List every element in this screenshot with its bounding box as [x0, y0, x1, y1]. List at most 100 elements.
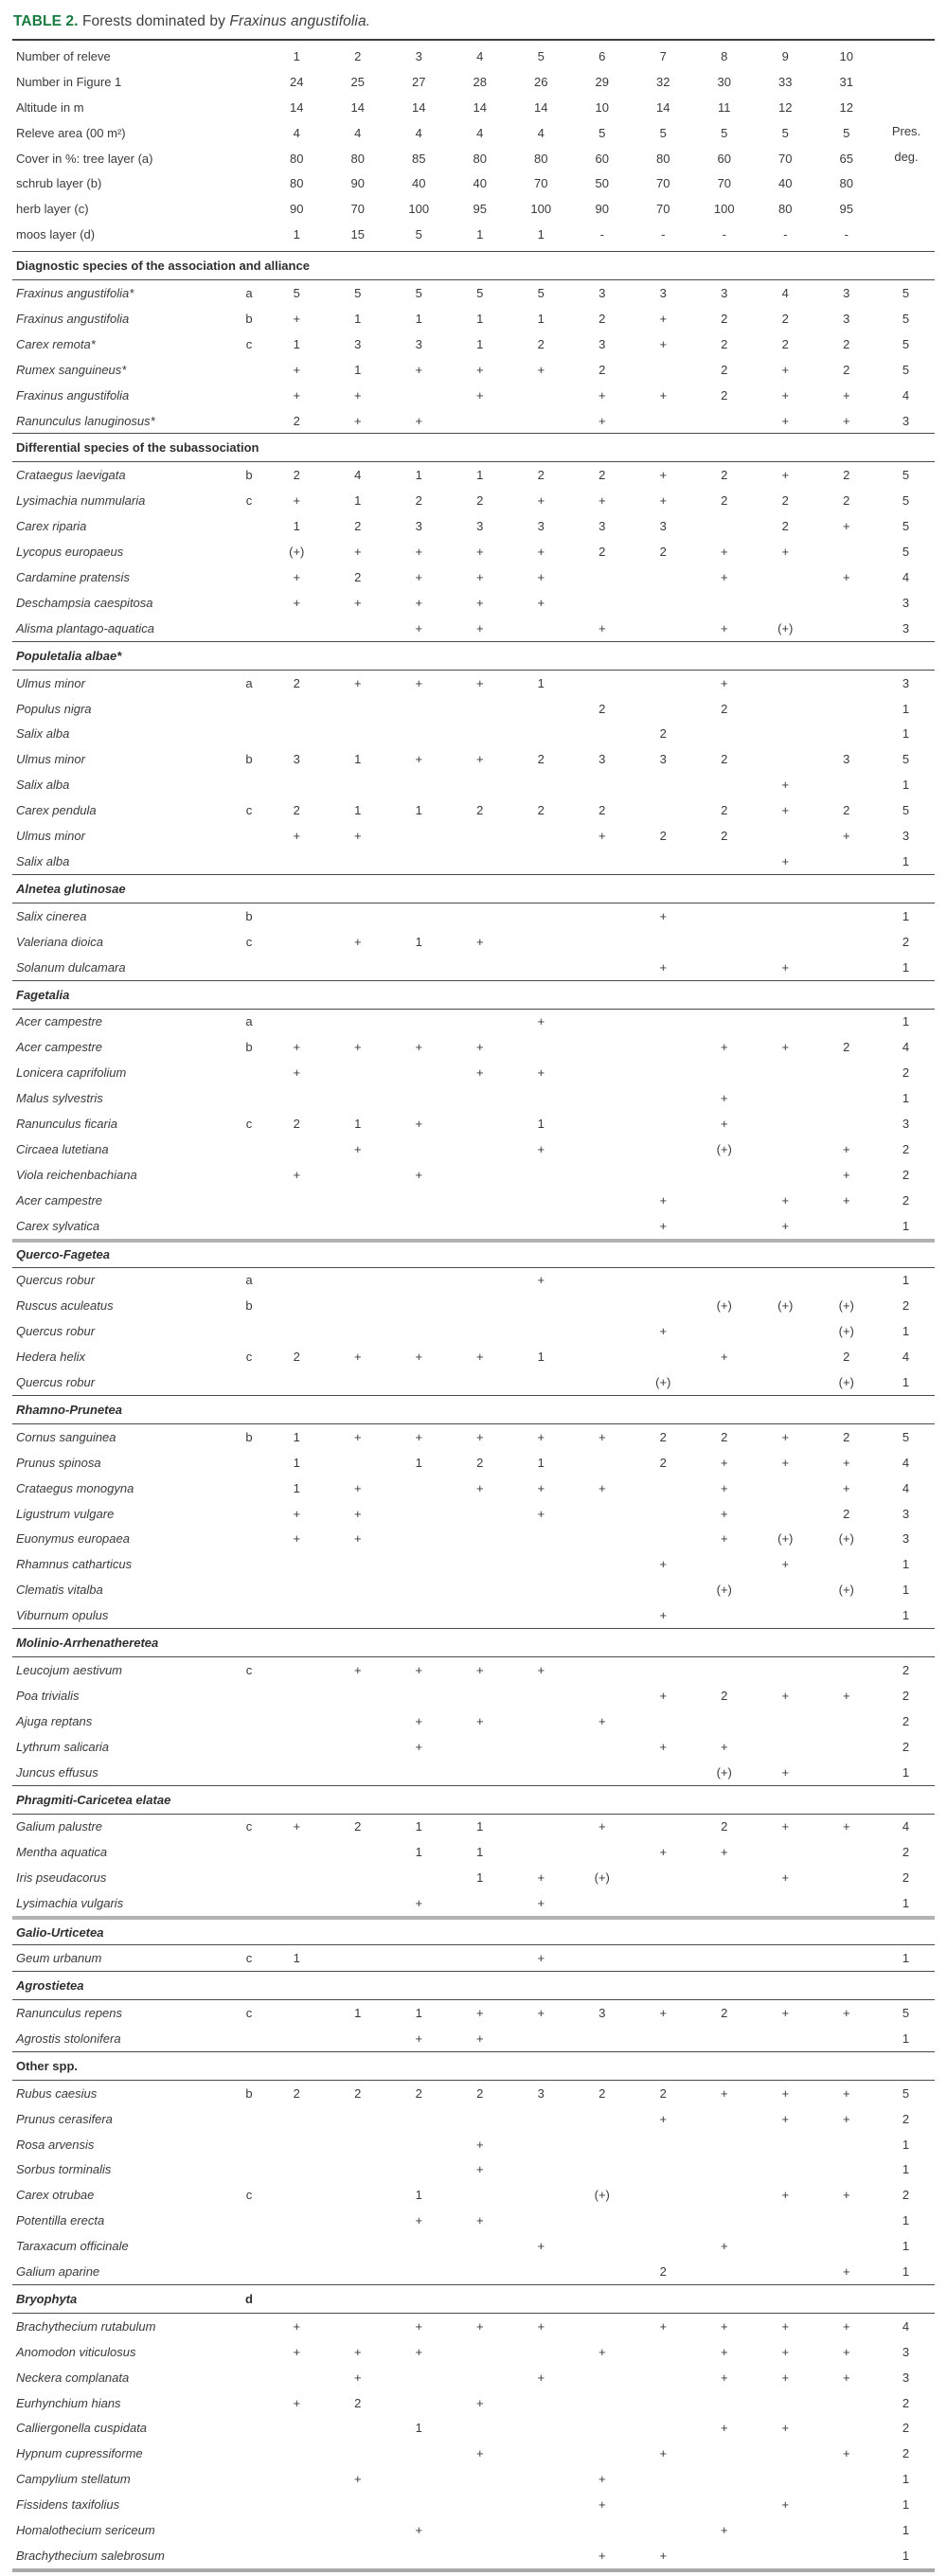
presence-degree-cell: 1: [902, 1557, 910, 1572]
releve-value-col10: +: [842, 2318, 850, 2334]
species-row: Lysimachia vulgaris + +1: [12, 1890, 935, 1916]
releve-value-col8: 11: [718, 99, 731, 115]
releve-value-col8: +: [720, 1739, 728, 1754]
releve-value-col1: 2: [293, 675, 300, 690]
section-header: Agrostietea: [12, 1971, 935, 2000]
releve-value-col2: +: [353, 1506, 362, 1521]
releve-value-col4: 4: [476, 48, 484, 63]
presence-degree-cell: 2: [902, 2446, 910, 2461]
species-row: Ulmus minor b 3 1 + +2 3 3 2 3 5: [12, 746, 935, 772]
releve-value-col4: +: [475, 2030, 484, 2046]
releve-value-col7: 14: [656, 99, 670, 115]
species-name: Anomodon viticulosus: [16, 2344, 136, 2359]
presence-degree-cell: 2: [902, 1192, 910, 1208]
releve-value-col8: (+): [716, 1298, 732, 1314]
species-row: Ranunculus repens c 1 1 + +3 +2 + +5: [12, 2000, 935, 2026]
releve-value-col3: 1: [415, 803, 422, 818]
presence-degree-cell: 1: [902, 2030, 910, 2046]
species-row: Ulmus minor a 2 + + +1 +3: [12, 671, 935, 696]
releve-value-col10: 2: [843, 1350, 850, 1365]
presence-degree-cell: 4: [902, 1350, 910, 1365]
releve-value-col5: 2: [537, 752, 545, 767]
species-row: Anomodon viticulosus + + + + + + +3: [12, 2339, 935, 2365]
releve-value-col3: 5: [415, 286, 422, 301]
releve-value-col5: 5: [537, 48, 545, 63]
presence-degree-cell: 4: [902, 1040, 910, 1055]
releve-value-col3: 3: [415, 519, 422, 534]
releve-value-col5: +: [537, 2005, 545, 2020]
releve-value-col9: -: [783, 227, 788, 242]
species-row: Crataegus monogyna 1 + + + + + +4: [12, 1476, 935, 1501]
releve-value-col8: 2: [721, 828, 728, 843]
layer-cell: b: [245, 2085, 253, 2101]
releve-value-col7: +: [659, 2548, 668, 2563]
presence-degree-cell: 1: [902, 726, 910, 742]
releve-value-col4: +: [475, 1713, 484, 1728]
releve-value-col3: +: [415, 1896, 423, 1911]
releve-value-col2: 4: [354, 125, 362, 140]
releve-value-col3: +: [415, 1040, 423, 1055]
section-title: Bryophyta: [16, 2291, 78, 2306]
presence-degree-cell: 1: [902, 701, 910, 716]
releve-value-col6: +: [598, 1819, 606, 1834]
releve-value-col9: +: [781, 1192, 790, 1208]
releve-value-col8: 60: [717, 151, 731, 166]
presence-degree-cell: 5: [902, 1429, 910, 1444]
releve-value-col7: +: [659, 1845, 668, 1860]
releve-value-col9: +: [781, 2085, 790, 2101]
releve-value-col7: (+): [655, 1375, 671, 1390]
releve-value-col5: +: [537, 2239, 545, 2254]
releve-value-col10: +: [842, 569, 850, 584]
species-row: Ajuga reptans + + +2: [12, 1708, 935, 1734]
releve-value-col8: 8: [721, 48, 728, 63]
releve-value-col10: 2: [843, 468, 850, 483]
releve-value-col3: 3: [415, 48, 422, 63]
releve-value-col3: 2: [415, 493, 422, 509]
releve-value-col8: 2: [721, 2005, 728, 2020]
section-title: Populetalia albae*: [16, 648, 122, 663]
releve-value-col10: 2: [843, 1506, 850, 1521]
releve-value-col4: +: [475, 1480, 484, 1495]
species-row: Ulmus minor + + +2 2 +3: [12, 823, 935, 849]
presence-degree-cell: 3: [902, 595, 910, 610]
presence-degree-cell: 1: [902, 2239, 910, 2254]
species-name: Populus nigra: [16, 701, 92, 716]
releve-value-col10: 2: [843, 1040, 850, 1055]
releve-value-col5: 3: [537, 519, 545, 534]
presence-degree-cell: 2: [902, 2395, 910, 2410]
releve-value-col9: +: [781, 468, 790, 483]
releve-value-col2: +: [353, 1663, 362, 1678]
species-row: Salix cinerea b +1: [12, 903, 935, 929]
releve-value-col1: 1: [293, 336, 300, 351]
releve-value-col1: 5: [293, 286, 300, 301]
releve-value-col3: +: [415, 1713, 423, 1728]
releve-value-col10: +: [842, 413, 850, 428]
releve-value-col6: 5: [599, 125, 606, 140]
presence-degree-cell: 1: [902, 2472, 910, 2487]
releve-value-col4: +: [475, 387, 484, 402]
species-name: Ligustrum vulgare: [16, 1506, 115, 1521]
header-row: moos layer (d) 1 15 5 1 1 - - - - -: [12, 222, 935, 247]
species-row: Lysimachia nummularia c +1 2 2 + + +2 2 2 5: [12, 488, 935, 513]
releve-value-col5: 1: [537, 1117, 545, 1131]
presence-degree-cell: 3: [902, 620, 910, 635]
species-row: Cardamine pratensis +2 + + + + +4: [12, 564, 935, 590]
releve-value-col6: 2: [599, 468, 606, 483]
releve-value-col3: +: [415, 1117, 423, 1131]
releve-value-col7: +: [659, 1688, 668, 1703]
species-name: Prunus cerasifera: [16, 2111, 113, 2126]
layer-cell: c: [245, 336, 253, 351]
releve-value-col4: 5: [476, 286, 484, 301]
releve-value-col6: 2: [599, 545, 606, 560]
releve-value-col3: +: [415, 2030, 423, 2046]
releve-value-col5: +: [537, 1141, 545, 1156]
section-title: Querco-Fagetea: [16, 1247, 110, 1262]
header-row: Number in Figure 1 24 25 27 28 26 29 32 30 33 31: [12, 69, 935, 95]
section-header: Molinio-Arrhenatheretea: [12, 1628, 935, 1658]
releve-value-col1: 2: [293, 1350, 300, 1365]
releve-value-col9: 12: [778, 99, 793, 115]
releve-value-col9: 2: [781, 336, 789, 351]
releve-value-col8: +: [720, 1845, 728, 1860]
releve-value-col3: +: [415, 1429, 423, 1444]
releve-value-col10: 2: [843, 1429, 850, 1444]
